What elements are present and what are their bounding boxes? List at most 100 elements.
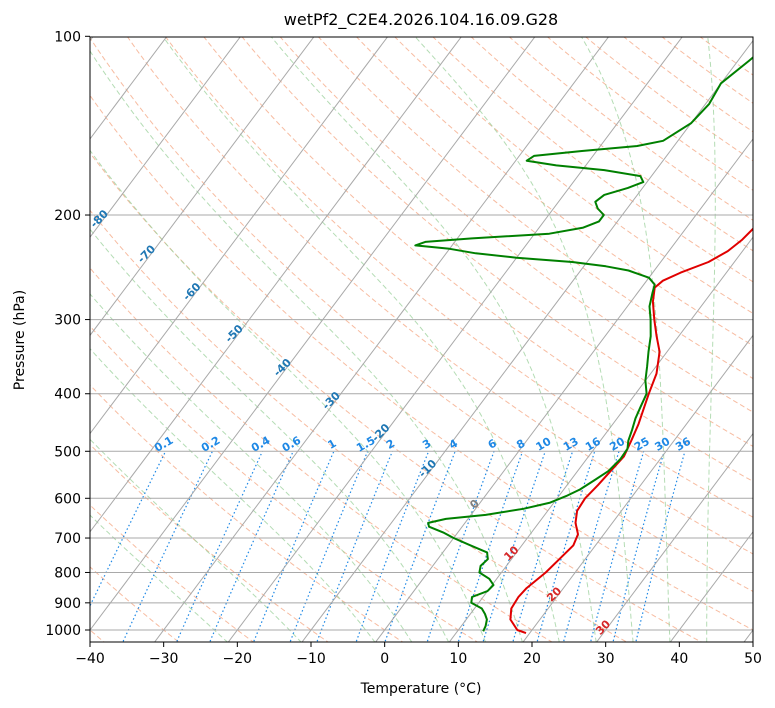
dry-adiabats [90,37,753,642]
x-tick-label: −10 [296,651,326,667]
mixing-ratio-line [122,451,213,642]
mixing-ratio-line [536,451,596,642]
x-tick-label: 40 [670,651,688,667]
isotherm-line [90,37,315,337]
isotherm-line [90,37,462,533]
y-tick-label: 600 [54,491,81,507]
x-tick-label: −20 [223,651,253,667]
mixing-ratio-line [426,451,495,642]
profiles [414,56,753,635]
y-tick-label: 300 [54,313,81,329]
moist-adiabat-line [90,438,302,642]
mixing-ratio-label: 2 [384,437,397,452]
plot-frame [89,36,754,643]
isotherm-line [90,37,536,631]
isobars [90,214,753,631]
x-tick-label: 20 [523,651,541,667]
y-tick-label: 100 [54,29,81,45]
isotherm-line [90,37,241,239]
mixing-ratio-line [635,451,686,642]
mixing-ratio-line [316,451,393,642]
dewpoint-profile [414,56,753,632]
moist-adiabat-line [706,37,716,642]
y-tick-label: 900 [54,596,81,612]
y-tick-label: 200 [54,208,81,224]
x-tick-label: 10 [449,651,467,667]
mixing-ratio-label: 6 [486,437,499,452]
moist-adiabat-line [162,37,560,642]
mixing-ratio-line [289,451,369,642]
plot-area: 0.1 0.2 0.4 0.6 1 1.5 2 3 4 6 8 10 13 16 20 25 30 36-100-… [45,37,753,666]
isotherm-label: -70 [135,242,158,265]
moist-adiabat-line [90,149,487,642]
isotherm-line [90,37,168,140]
y-tick-label: 400 [54,387,81,403]
dry-adiabat-line [203,37,753,482]
x-axis: −40 −30 −20 −10 0 10 20 30 40 50 [75,642,762,667]
mixing-ratio-line [355,451,430,642]
isotherm-line [154,37,610,642]
dry-adiabat-line [317,37,753,380]
mixing-ratio-label: 3 [420,437,433,452]
moist-adiabat-line [90,293,413,642]
mixing-ratio-line [589,451,645,642]
isotherm-line [448,236,753,642]
dry-adiabat-line [90,37,753,593]
mixing-ratio-line [512,451,574,642]
mixing-ratio-label: 8 [514,437,527,452]
y-tick-label: 800 [54,565,81,581]
isotherm-line [596,432,753,642]
chart-title: wetPf2_C2E4.2026.104.16.09.G28 [284,10,558,30]
moist-adiabat-line [90,348,376,642]
x-axis-label: Temperature (°C) [360,681,482,697]
dry-adiabat-line [279,37,753,413]
x-tick-label: 50 [744,651,762,667]
isotherm-line [669,530,753,642]
dry-adiabat-line [126,37,753,555]
y-tick-label: 500 [54,444,81,460]
moist-adiabats [90,37,716,642]
isotherm-label: -10 [416,457,439,480]
x-tick-label: −30 [149,651,179,667]
temperature-profile [509,227,753,635]
dry-adiabat-line [661,37,753,104]
isotherm-label: -50 [223,322,246,345]
isotherm-label: 40 [645,646,665,666]
isotherm-line [90,37,389,435]
mixing-ratio-line [384,451,456,642]
mixing-ratio-label: 4 [447,437,460,452]
y-axis-label: Pressure (hPa) [12,290,28,390]
moist-adiabat-line [270,37,597,642]
isotherm-label: 20 [544,584,564,604]
moist-adiabat-line [90,50,523,642]
isotherm-label: -40 [271,356,294,379]
isotherm-label: 0 [467,497,482,512]
dry-adiabat-line [90,504,255,642]
isotherm-line [522,334,753,642]
isotherm-line [301,39,753,642]
x-tick-label: −40 [75,651,105,667]
mixing-ratio-line [612,451,665,642]
mixing-ratio-line [562,451,620,642]
isotherms [90,37,753,642]
dry-adiabat-line [241,37,753,447]
dry-adiabat-line [546,37,753,191]
isotherm-label: -60 [180,280,203,303]
y-axis: 1000 900 800 700 600 500 400 300 200 100 [45,29,90,639]
isotherm-label: -80 [88,207,111,230]
moist-adiabat-line [90,228,450,642]
isotherm-label: -90 [45,166,68,189]
moist-adiabat-line [90,514,229,642]
curve-labels: 0.1 0.2 0.4 0.6 1 1.5 2 3 4 6 8 10 13 16 20 25 30 36-100-… [45,166,693,666]
dry-adiabat-line [432,37,753,283]
isotherm-label: 10 [502,543,522,563]
dry-adiabat-line [90,152,703,642]
x-tick-label: 30 [597,651,615,667]
mixing-ratio-line [482,451,546,642]
isotherm-line [375,138,753,642]
y-tick-label: 1000 [45,623,81,639]
x-tick-label: 0 [380,651,389,667]
dry-adiabat-line [394,37,753,314]
y-tick-label: 700 [54,531,81,547]
